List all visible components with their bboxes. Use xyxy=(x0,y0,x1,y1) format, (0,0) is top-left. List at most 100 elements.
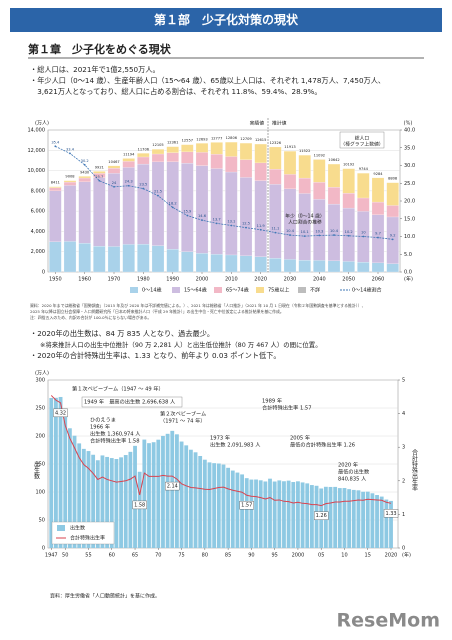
line-point xyxy=(377,236,379,239)
x-tick-label: 2000 xyxy=(292,553,305,559)
bar xyxy=(291,482,296,548)
value-label: 4.32 xyxy=(55,410,66,416)
line-point xyxy=(245,226,247,229)
bar xyxy=(181,251,194,273)
legend-box xyxy=(51,521,115,545)
bar xyxy=(225,142,238,157)
x-tick-label: 2050 xyxy=(342,277,355,283)
y-tick-label: 200 xyxy=(35,434,45,440)
bar xyxy=(327,163,341,188)
y2-tick-label: 20.0 xyxy=(404,199,415,205)
line-point xyxy=(303,235,306,238)
bar xyxy=(386,263,399,273)
x-tick-label: 90 xyxy=(248,553,254,559)
ratio-label: 21.5 xyxy=(154,190,162,194)
line-point xyxy=(54,145,57,148)
annotation: 人口割合の推移 xyxy=(288,219,322,226)
y2-unit: (%) xyxy=(404,121,413,127)
y2-tick-label: 5 xyxy=(402,378,405,384)
ratio-label: 14.6 xyxy=(198,214,207,218)
value-label: 1.26 xyxy=(316,513,327,519)
ratio-label: 10.2 xyxy=(345,230,353,234)
line-point xyxy=(127,184,130,187)
line xyxy=(50,395,392,507)
bar xyxy=(277,480,282,548)
x-tick-label: 2030 xyxy=(284,277,297,283)
bar xyxy=(313,260,326,273)
x-tick-label: 2020 xyxy=(254,277,267,283)
bar xyxy=(184,445,189,548)
y-unit: (万人) xyxy=(35,121,49,127)
source-text: 資料：厚生労働省「人口動態統計」を基に作成。 xyxy=(50,593,160,600)
legend-label: 15～64歳 xyxy=(184,287,207,294)
bar xyxy=(235,472,240,548)
ratio-label: 13.1 xyxy=(227,219,235,223)
annotation: 840,835 人 xyxy=(338,476,366,483)
x-tick-label: 10 xyxy=(341,553,347,559)
line-point xyxy=(69,152,71,155)
y2-label: 合計特殊出生率 xyxy=(411,448,418,492)
y-tick-label: 0 xyxy=(42,270,45,276)
value-label-box xyxy=(239,501,254,510)
x-tick-label: 50 xyxy=(62,553,68,559)
bar xyxy=(371,177,385,203)
bar xyxy=(351,489,356,548)
bar xyxy=(49,397,54,548)
total-label: 11194 xyxy=(123,152,135,156)
line-point xyxy=(201,219,203,222)
value-label-box xyxy=(383,509,399,518)
bar xyxy=(166,249,179,273)
bullet-text: ・年少人口（0～14 歳）、生産年齢人口（15～64 歳）、65歳以上人口は、そ… xyxy=(30,76,385,85)
bar xyxy=(254,180,267,257)
ratio-label: 25.7 xyxy=(95,175,103,179)
legend-label: 0～14歳割合 xyxy=(352,287,382,294)
bar xyxy=(210,254,223,273)
x-tick-label: 2020 xyxy=(385,553,398,559)
ratio-label: 9.7 xyxy=(375,232,381,236)
line-point xyxy=(142,187,145,190)
annotation: 総人口 xyxy=(355,135,370,142)
legend-swatch xyxy=(214,287,222,293)
annotation: 1989 年 xyxy=(262,397,282,405)
y-unit: (万人) xyxy=(35,371,49,377)
bar xyxy=(239,177,253,256)
bullet-text: ・2020年の合計特殊出生率は、1.33 となり、前年より 0.03 ポイント低… xyxy=(30,351,281,360)
x-tick-label: 1990 xyxy=(166,277,179,283)
total-label: 9008 xyxy=(65,175,75,179)
bar xyxy=(300,482,305,548)
annotation: 1966 年 xyxy=(90,423,110,431)
bar xyxy=(327,260,341,273)
bar xyxy=(107,168,121,174)
total-label: 12105 xyxy=(152,143,163,147)
x-tick-label: 95 xyxy=(271,553,277,559)
annotation: 1973 年 xyxy=(210,434,230,442)
bar xyxy=(78,176,91,179)
y2-tick-label: 40.0 xyxy=(404,128,415,134)
total-label: 11913 xyxy=(284,145,295,149)
bar xyxy=(137,471,142,548)
annotation: 出生数 2,091,983 人 xyxy=(210,441,260,449)
bar xyxy=(212,463,217,548)
bar xyxy=(181,163,194,252)
bar xyxy=(305,483,310,548)
annotation: （1971 ～ 74 年） xyxy=(160,417,206,425)
line-point xyxy=(333,234,335,236)
bullet-text: ・総人口は、2021年で1億2,550万人。 xyxy=(30,65,160,74)
total-label: 9284 xyxy=(373,172,383,176)
legend-label: 合計特殊出生率 xyxy=(70,535,105,542)
bar xyxy=(333,486,338,548)
bar xyxy=(198,455,203,548)
total-label: 12709 xyxy=(240,137,252,141)
x-tick-label: 75 xyxy=(178,553,184,559)
x-unit: (年) xyxy=(404,276,413,283)
bar xyxy=(298,177,311,194)
bar xyxy=(269,146,282,170)
y-tick-label: 150 xyxy=(35,462,45,468)
ratio-label: 24 xyxy=(112,181,117,185)
x-tick-label: 1980 xyxy=(137,277,150,283)
annotation: 第１次ベビーブーム（1947 ～ 49 年） xyxy=(72,385,164,393)
bar xyxy=(357,197,370,212)
value-label: 1.33 xyxy=(385,511,396,517)
bar xyxy=(93,246,106,273)
x-tick-label: 15 xyxy=(365,553,371,559)
